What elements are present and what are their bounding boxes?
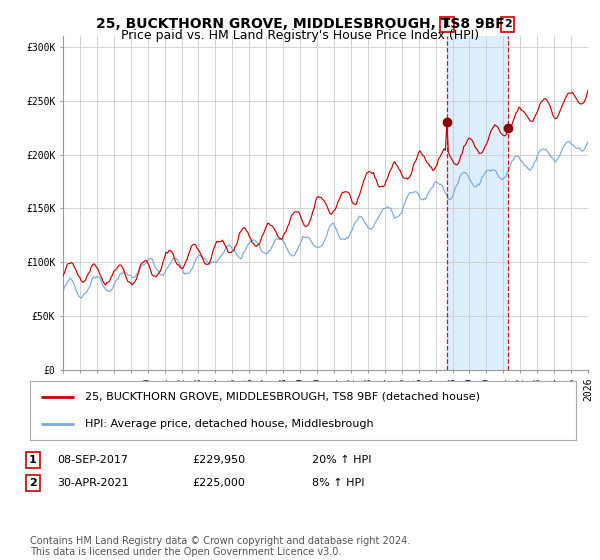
- Text: 1: 1: [443, 20, 451, 30]
- Text: 30-APR-2021: 30-APR-2021: [57, 478, 128, 488]
- Text: 08-SEP-2017: 08-SEP-2017: [57, 455, 128, 465]
- Text: 20% ↑ HPI: 20% ↑ HPI: [312, 455, 371, 465]
- Text: £229,950: £229,950: [192, 455, 245, 465]
- Text: Price paid vs. HM Land Registry's House Price Index (HPI): Price paid vs. HM Land Registry's House …: [121, 29, 479, 42]
- Text: 2: 2: [29, 478, 37, 488]
- Text: Contains HM Land Registry data © Crown copyright and database right 2024.
This d: Contains HM Land Registry data © Crown c…: [30, 535, 410, 557]
- Text: 25, BUCKTHORN GROVE, MIDDLESBROUGH, TS8 9BF: 25, BUCKTHORN GROVE, MIDDLESBROUGH, TS8 …: [95, 17, 505, 31]
- Text: HPI: Average price, detached house, Middlesbrough: HPI: Average price, detached house, Midd…: [85, 419, 373, 429]
- Text: 1: 1: [29, 455, 37, 465]
- Text: 2: 2: [503, 20, 511, 30]
- Text: 8% ↑ HPI: 8% ↑ HPI: [312, 478, 365, 488]
- Text: 25, BUCKTHORN GROVE, MIDDLESBROUGH, TS8 9BF (detached house): 25, BUCKTHORN GROVE, MIDDLESBROUGH, TS8 …: [85, 391, 479, 402]
- Text: £225,000: £225,000: [192, 478, 245, 488]
- Bar: [447, 36, 508, 370]
